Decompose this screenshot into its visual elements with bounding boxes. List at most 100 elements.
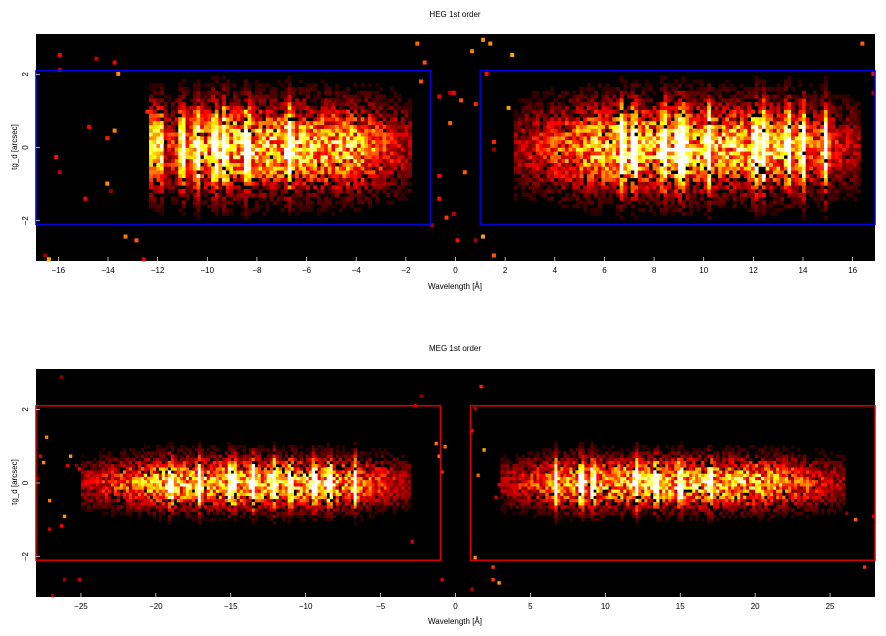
heg-heatmap-cell — [276, 79, 281, 84]
heg-heatmap-cell — [816, 189, 821, 194]
heg-heatmap-cell — [674, 177, 679, 182]
heg-heatmap-cell — [152, 143, 157, 148]
heg-heatmap-cell — [619, 192, 624, 197]
heg-heatmap-cell — [791, 155, 796, 160]
heg-heatmap-cell — [703, 132, 708, 137]
heg-heatmap-cell — [313, 128, 318, 133]
meg-heatmap-cell — [131, 451, 136, 455]
heg-heatmap-cell — [659, 105, 664, 110]
heg-heatmap-cell — [298, 208, 303, 213]
heg-heatmap-cell — [827, 132, 832, 137]
heg-heatmap-cell — [539, 192, 544, 197]
heg-heatmap-cell — [393, 132, 398, 137]
heg-heatmap-cell — [178, 155, 183, 160]
heg-heatmap-cell — [816, 117, 821, 122]
heg-heatmap-cell — [543, 177, 547, 182]
heg-heatmap-cell — [222, 132, 226, 137]
heg-heatmap-cell — [769, 113, 774, 118]
heg-heatmap-cell — [838, 124, 843, 129]
heg-heatmap-cell — [601, 185, 606, 190]
heg-heatmap-cell — [327, 158, 332, 163]
heg-heatmap-cell — [265, 173, 270, 179]
meg-heatmap-cell — [113, 498, 118, 503]
heg-heatmap-cell — [229, 124, 234, 129]
heg-heatmap-cell — [579, 177, 584, 182]
heg-heatmap-cell — [688, 166, 693, 171]
heg-heatmap-cell — [528, 155, 533, 160]
heg-heatmap-cell — [273, 177, 278, 182]
heg-heatmap-cell — [605, 177, 610, 182]
meg-heatmap-cell — [83, 470, 88, 474]
heg-heatmap-cell — [594, 158, 599, 163]
heg-heatmap-cell — [375, 121, 380, 126]
heg-heatmap-cell — [367, 170, 372, 175]
heg-heatmap-cell — [597, 211, 602, 216]
heg-heatmap-cell — [594, 124, 599, 129]
heg-heatmap-cell — [802, 94, 806, 99]
heg-heatmap-cell — [251, 181, 256, 186]
heg-heatmap-cell — [305, 147, 310, 152]
heg-heatmap-cell — [309, 170, 314, 175]
heg-heatmap-cell — [605, 121, 610, 126]
heg-heatmap-cell — [251, 124, 256, 129]
heg-heatmap-cell — [594, 162, 599, 167]
heg-x-axis-ticks: −16 −14 −12 −10 −8 −6 −4 −2 0 2 4 6 8 10 12 14 16 — [52, 257, 858, 275]
heg-heatmap-cell — [612, 173, 617, 179]
meg-heatmap-cell — [119, 476, 124, 481]
heg-heatmap-cell — [524, 102, 529, 107]
heg-heatmap-cell — [284, 113, 288, 118]
heg-heatmap-cell — [678, 121, 682, 126]
heg-heatmap-cell — [758, 109, 763, 114]
heg-heatmap-cell — [550, 132, 555, 137]
heg-heatmap-cell — [809, 94, 814, 99]
heg-heatmap-cell — [856, 121, 861, 126]
heg-heatmap-cell — [626, 200, 631, 205]
heg-heatmap-cell — [247, 105, 252, 110]
heg-heatmap-cell — [816, 181, 821, 186]
heg-heatmap-cell — [732, 128, 737, 133]
heg-heatmap-cell — [630, 102, 635, 107]
heg-heatmap-cell — [200, 166, 205, 171]
heg-heatmap-cell — [269, 147, 274, 152]
heg-heatmap-cell — [831, 151, 836, 156]
heg-heatmap-cell — [451, 90, 456, 95]
heg-heatmap-cell — [608, 86, 613, 92]
heg-heatmap-cell — [207, 143, 212, 148]
heg-heatmap-cell — [605, 170, 610, 175]
heg-heatmap-cell — [389, 139, 394, 145]
meg-heatmap-cell — [101, 460, 106, 465]
heg-heatmap-cell — [842, 170, 847, 175]
meg-heatmap-cell — [125, 495, 130, 500]
heg-heatmap-cell — [364, 94, 369, 99]
heg-heatmap-cell — [550, 86, 555, 92]
meg-heatmap-cell — [65, 464, 70, 468]
heg-heatmap-cell — [626, 173, 631, 179]
heg-heatmap-cell — [331, 170, 336, 175]
heg-heatmap-cell — [681, 211, 686, 216]
heg-heatmap-cell — [524, 128, 529, 133]
heg-heatmap-cell — [561, 136, 566, 141]
heg-heatmap-cell — [608, 173, 613, 179]
heg-heatmap-cell — [616, 155, 620, 160]
heg-heatmap-cell — [189, 166, 194, 171]
heg-heatmap-cell — [254, 113, 259, 118]
heg-heatmap-cell — [718, 113, 723, 118]
heg-heatmap-cell — [586, 170, 591, 175]
heg-heatmap-cell — [327, 185, 332, 190]
heg-heatmap-cell — [834, 177, 839, 182]
heg-heatmap-cell — [630, 162, 635, 167]
heg-heatmap-cell — [583, 109, 588, 114]
heg-heatmap-cell — [754, 124, 759, 129]
heg-heatmap-cell — [156, 173, 161, 179]
heg-heatmap-cell — [710, 192, 715, 197]
heg-heatmap-cell — [765, 147, 770, 152]
heg-heatmap-cell — [539, 158, 544, 163]
heg-heatmap-cell — [809, 189, 814, 194]
heg-heatmap-cell — [601, 143, 606, 148]
meg-heatmap-cell — [89, 479, 94, 484]
heg-heatmap-cell — [382, 155, 387, 160]
heg-heatmap-cell — [185, 128, 190, 133]
heg-heatmap-cell — [729, 143, 734, 148]
meg-heatmap-cell — [80, 460, 85, 465]
heg-heatmap-cell — [754, 211, 759, 216]
